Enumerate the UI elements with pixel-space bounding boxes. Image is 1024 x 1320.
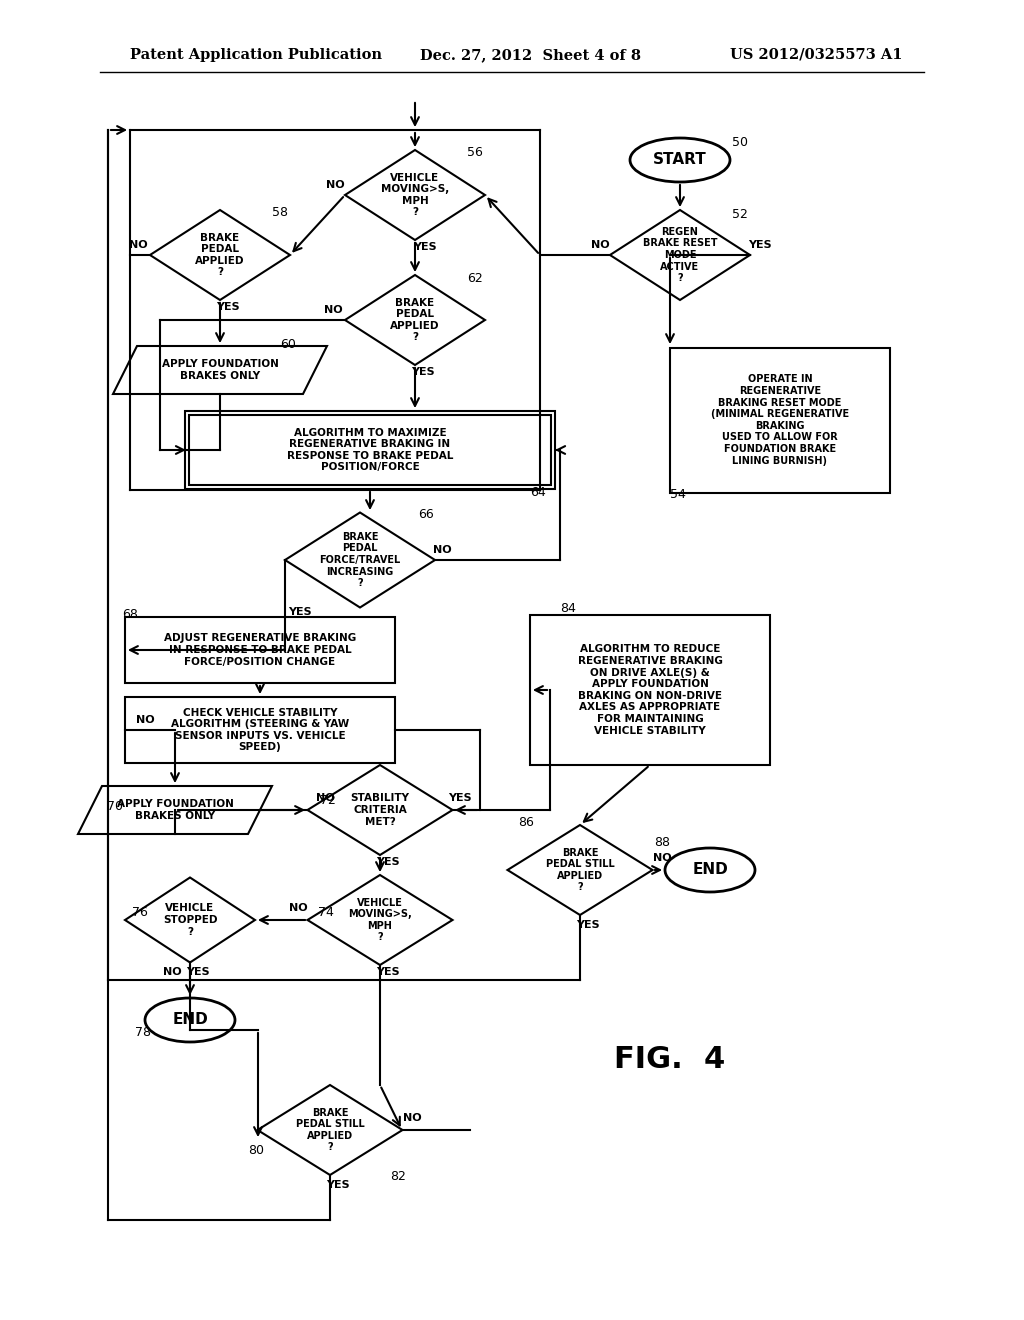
Text: VEHICLE
MOVING>S,
MPH
?: VEHICLE MOVING>S, MPH ? [348, 898, 412, 942]
Text: NO: NO [324, 305, 342, 315]
Text: CHECK VEHICLE STABILITY
ALGORITHM (STEERING & YAW
SENSOR INPUTS VS. VEHICLE
SPEE: CHECK VEHICLE STABILITY ALGORITHM (STEER… [171, 708, 349, 752]
Text: BRAKE
PEDAL
APPLIED
?: BRAKE PEDAL APPLIED ? [196, 232, 245, 277]
Text: APPLY FOUNDATION
BRAKES ONLY: APPLY FOUNDATION BRAKES ONLY [117, 799, 233, 821]
Text: BRAKE
PEDAL
APPLIED
?: BRAKE PEDAL APPLIED ? [390, 297, 439, 342]
Text: Dec. 27, 2012  Sheet 4 of 8: Dec. 27, 2012 Sheet 4 of 8 [420, 48, 641, 62]
Text: NO: NO [433, 545, 452, 554]
Text: 64: 64 [530, 486, 546, 499]
Text: YES: YES [577, 920, 600, 931]
Text: 68: 68 [122, 607, 138, 620]
Bar [670, 347, 890, 492]
Text: 50: 50 [732, 136, 748, 149]
Text: 66: 66 [418, 507, 434, 520]
Text: END: END [692, 862, 728, 878]
Text: 86: 86 [518, 816, 534, 829]
Text: YES: YES [376, 857, 399, 867]
Text: FIG.  4: FIG. 4 [614, 1045, 726, 1074]
Text: STABILITY
CRITERIA
MET?: STABILITY CRITERIA MET? [350, 793, 410, 826]
Text: 58: 58 [272, 206, 288, 219]
Text: NO: NO [129, 240, 147, 249]
Text: US 2012/0325573 A1: US 2012/0325573 A1 [730, 48, 902, 62]
Text: 76: 76 [132, 906, 147, 919]
Text: YES: YES [327, 1180, 350, 1191]
Text: 60: 60 [280, 338, 296, 351]
Text: 84: 84 [560, 602, 575, 615]
Text: NO: NO [326, 180, 344, 190]
Text: ALGORITHM TO MAXIMIZE
REGENERATIVE BRAKING IN
RESPONSE TO BRAKE PEDAL
POSITION/F: ALGORITHM TO MAXIMIZE REGENERATIVE BRAKI… [287, 428, 454, 473]
Bar [530, 615, 770, 766]
Text: BRAKE
PEDAL
FORCE/TRAVEL
INCREASING
?: BRAKE PEDAL FORCE/TRAVEL INCREASING ? [319, 532, 400, 589]
Text: 54: 54 [670, 488, 686, 502]
Text: ADJUST REGENERATIVE BRAKING
IN RESPONSE TO BRAKE PEDAL
FORCE/POSITION CHANGE: ADJUST REGENERATIVE BRAKING IN RESPONSE … [164, 634, 356, 667]
Text: START: START [653, 153, 707, 168]
Text: YES: YES [376, 968, 399, 977]
Text: 62: 62 [467, 272, 482, 285]
Text: 56: 56 [467, 147, 483, 160]
Text: YES: YES [749, 240, 772, 249]
Text: OPERATE IN
REGENERATIVE
BRAKING RESET MODE
(MINIMAL REGENERATIVE
BRAKING
USED TO: OPERATE IN REGENERATIVE BRAKING RESET MO… [711, 375, 849, 466]
Text: BRAKE
PEDAL STILL
APPLIED
?: BRAKE PEDAL STILL APPLIED ? [296, 1107, 365, 1152]
Text: VEHICLE
STOPPED
?: VEHICLE STOPPED ? [163, 903, 217, 937]
Text: VEHICLE
MOVING>S,
MPH
?: VEHICLE MOVING>S, MPH ? [381, 173, 450, 218]
Text: ALGORITHM TO REDUCE
REGENERATIVE BRAKING
ON DRIVE AXLE(S) &
APPLY FOUNDATION
BRA: ALGORITHM TO REDUCE REGENERATIVE BRAKING… [578, 644, 723, 735]
Text: 88: 88 [654, 836, 670, 849]
Text: 72: 72 [319, 793, 336, 807]
Text: 80: 80 [248, 1143, 264, 1156]
Text: 70: 70 [106, 800, 123, 813]
Text: YES: YES [414, 242, 437, 252]
Text: BRAKE
PEDAL STILL
APPLIED
?: BRAKE PEDAL STILL APPLIED ? [546, 847, 614, 892]
Text: NO: NO [591, 240, 609, 249]
Text: YES: YES [216, 302, 240, 312]
Text: 82: 82 [390, 1170, 406, 1183]
Text: YES: YES [288, 607, 312, 616]
Text: NO: NO [315, 793, 334, 803]
Text: NO: NO [402, 1113, 421, 1123]
Text: NO: NO [163, 968, 181, 977]
Text: REGEN
BRAKE RESET
MODE
ACTIVE
?: REGEN BRAKE RESET MODE ACTIVE ? [643, 227, 717, 284]
Bar [125, 697, 395, 763]
Text: YES: YES [412, 367, 435, 378]
Bar [189, 414, 551, 484]
Text: 52: 52 [732, 209, 748, 222]
Text: YES: YES [449, 793, 472, 803]
Bar [185, 411, 555, 488]
Text: NO: NO [136, 715, 155, 725]
Text: 78: 78 [135, 1026, 151, 1039]
Text: YES: YES [186, 968, 210, 977]
Text: APPLY FOUNDATION
BRAKES ONLY: APPLY FOUNDATION BRAKES ONLY [162, 359, 279, 380]
Text: NO: NO [652, 853, 672, 863]
Text: Patent Application Publication: Patent Application Publication [130, 48, 382, 62]
Text: 74: 74 [318, 906, 334, 919]
Bar [125, 616, 395, 682]
Text: END: END [172, 1012, 208, 1027]
Text: NO: NO [289, 903, 307, 913]
